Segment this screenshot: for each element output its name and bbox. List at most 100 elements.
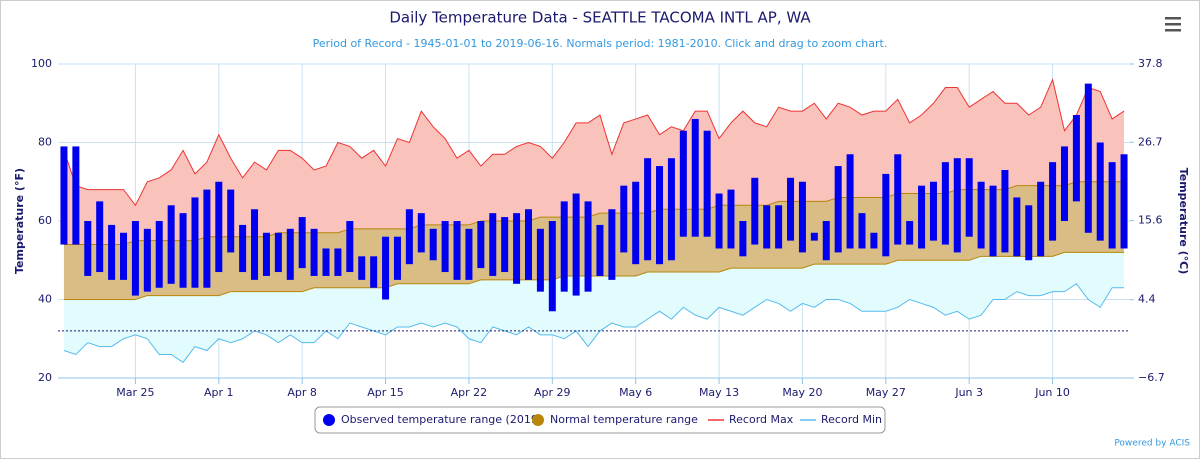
observed-bar <box>620 185 628 253</box>
normal-low-line <box>63 251 1125 300</box>
observed-bar <box>96 201 104 273</box>
record-line <box>63 283 1125 363</box>
observed-bar <box>1096 142 1104 241</box>
observed-bar <box>239 224 247 273</box>
record-fill <box>63 79 1125 245</box>
credit[interactable]: Powered by ACIS <box>1114 439 1190 449</box>
observed-bar <box>417 213 425 253</box>
observed-bar <box>679 130 687 237</box>
observed-bar <box>1060 146 1068 221</box>
observed-bar <box>1013 197 1021 257</box>
observed-bar <box>691 118 699 237</box>
observed-bar <box>929 181 937 241</box>
observed-bar <box>489 213 497 276</box>
plot <box>58 63 1130 379</box>
observed-bar <box>143 228 151 292</box>
legend-box <box>314 406 886 434</box>
legend-item[interactable]: Record Max <box>708 413 794 426</box>
observed-bar <box>251 209 259 280</box>
observed-bar <box>882 173 890 257</box>
observed-bar <box>870 232 878 249</box>
y2-tick-label: 26.7 <box>1138 135 1163 148</box>
observed-bar <box>120 232 128 280</box>
record-fill <box>63 252 1125 363</box>
menu-bar <box>1165 29 1181 32</box>
observed-bar <box>60 146 68 245</box>
legend-item[interactable]: Observed temperature range (2019) <box>323 413 542 426</box>
legend-label: Record Min <box>821 413 882 426</box>
observed-bar <box>1049 162 1057 241</box>
observed-bar <box>536 228 544 292</box>
observed-bar <box>584 201 592 292</box>
observed-bar <box>524 209 532 280</box>
observed-bar <box>191 197 199 288</box>
y2-tick-label: 37.8 <box>1138 57 1163 70</box>
y-tick-label: 20 <box>38 371 52 384</box>
observed-bar <box>477 221 485 269</box>
y2-tick-label: −6.7 <box>1138 371 1165 384</box>
y2-tick-label: 15.6 <box>1138 214 1163 227</box>
observed-bar <box>227 189 235 253</box>
observed-bar <box>179 213 187 288</box>
observed-bar <box>322 248 330 276</box>
x-tick-label: May 27 <box>866 386 906 399</box>
observed-bar <box>358 256 366 280</box>
legend-item[interactable]: Record Min <box>800 413 882 426</box>
observed-bar <box>787 177 795 241</box>
observed-bar <box>310 228 318 276</box>
observed-bar <box>453 221 461 280</box>
observed-bar <box>953 158 961 253</box>
legend-item[interactable]: Normal temperature range <box>532 413 698 426</box>
observed-bar <box>596 224 604 276</box>
observed-bar <box>167 205 175 284</box>
observed-bar <box>941 162 949 245</box>
observed-bar <box>894 154 902 245</box>
observed-bar <box>215 181 223 273</box>
observed-bar <box>965 158 973 237</box>
observed-bar <box>560 201 568 292</box>
observed-bar <box>548 221 556 312</box>
legend-swatch <box>532 414 544 426</box>
observed-bar <box>84 221 92 276</box>
observed-bar <box>513 213 521 284</box>
x-tick-label: Apr 29 <box>534 386 571 399</box>
y-tick-label: 40 <box>38 293 52 306</box>
observed-bar <box>751 177 759 245</box>
menu-icon[interactable] <box>1165 17 1181 32</box>
observed-bar <box>393 236 401 280</box>
x-tick-label: Apr 22 <box>451 386 488 399</box>
observed-bar <box>989 185 997 257</box>
x-tick-label: Apr 1 <box>204 386 234 399</box>
x-tick-label: May 13 <box>699 386 739 399</box>
y-tick-label: 80 <box>38 136 52 149</box>
legend-label: Record Max <box>729 413 794 426</box>
x-tick-label: Apr 8 <box>287 386 317 399</box>
x-tick-label: Mar 25 <box>116 386 154 399</box>
observed-bar <box>858 213 866 249</box>
observed-bar <box>846 154 854 249</box>
observed-bar <box>715 193 723 249</box>
observed-bar <box>667 158 675 261</box>
observed-bar <box>1025 205 1033 261</box>
chart-title: Daily Temperature Data - SEATTLE TACOMA … <box>389 9 811 27</box>
observed-bar <box>382 236 390 300</box>
y-tick-label: 60 <box>38 214 52 227</box>
observed-bar <box>346 221 354 273</box>
observed-bar <box>822 221 830 261</box>
observed-bar <box>1120 154 1128 249</box>
observed-bar <box>608 209 616 280</box>
observed-bar <box>572 193 580 296</box>
observed-bar <box>72 146 80 245</box>
x-tick-label: Jun 3 <box>954 386 983 399</box>
observed-bar <box>501 217 509 273</box>
chart-subtitle: Period of Record - 1945-01-01 to 2019-06… <box>313 37 888 50</box>
observed-bar <box>465 228 473 280</box>
observed-bar <box>763 205 771 249</box>
menu-bar <box>1165 17 1181 20</box>
observed-bar <box>203 189 211 288</box>
observed-bar <box>334 248 342 276</box>
observed-bar <box>1001 169 1009 253</box>
observed-bar <box>703 130 711 237</box>
observed-bar <box>429 228 437 261</box>
